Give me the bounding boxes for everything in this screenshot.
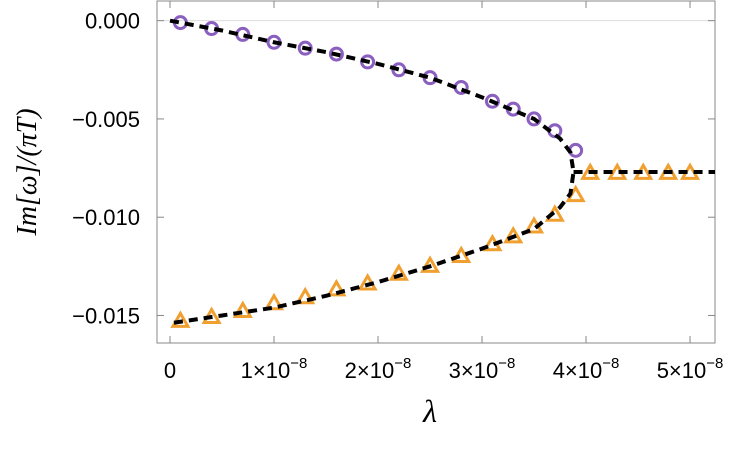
triangle-marker xyxy=(295,286,316,305)
triangle-marker xyxy=(170,310,191,328)
y-tick-label: −0.015 xyxy=(72,303,140,328)
x-tick-label-exponent: −8 xyxy=(602,355,619,372)
x-tick-label-base: 5×10 xyxy=(657,358,707,383)
y-tick-label: −0.010 xyxy=(72,205,140,230)
x-tick-label-exponent: −8 xyxy=(394,355,411,372)
triangle-marker xyxy=(232,300,253,319)
plot-frame xyxy=(156,0,716,344)
x-tick-label-base: 4×10 xyxy=(553,358,603,383)
x-tick-label-base: 3×10 xyxy=(449,358,499,383)
triangle-marker xyxy=(326,278,347,297)
circle-marker xyxy=(526,111,542,127)
triangle-marker xyxy=(419,255,441,273)
circle-marker xyxy=(328,46,344,62)
x-tick-label: 3×10−8 xyxy=(449,355,516,383)
x-tick-label-exponent: −8 xyxy=(706,355,723,372)
fit-curve xyxy=(169,18,715,326)
x-tick-label: 5×10−8 xyxy=(657,355,724,383)
x-tick-label: 1×10−8 xyxy=(241,355,308,383)
triangle-marker xyxy=(388,263,409,281)
x-tick-label: 4×10−8 xyxy=(553,355,620,383)
y-axis-label: Im[ω]/(πT) xyxy=(12,108,43,236)
x-axis-label: λ xyxy=(422,393,437,429)
x-tick-label-base: 1×10 xyxy=(241,358,291,383)
triangle-marker xyxy=(263,292,285,311)
y-tick-label: 0.000 xyxy=(85,9,140,34)
y-tick-label: −0.005 xyxy=(72,107,140,132)
x-tick-label-exponent: −8 xyxy=(290,355,307,372)
circle-marker xyxy=(484,93,500,109)
x-tick-label-exponent: −8 xyxy=(498,355,515,372)
x-tick-label-base: 2×10 xyxy=(345,358,395,383)
triangle-marker xyxy=(503,225,524,244)
x-tick-label: 0 xyxy=(164,358,176,383)
x-tick-label: 2×10−8 xyxy=(345,355,412,383)
